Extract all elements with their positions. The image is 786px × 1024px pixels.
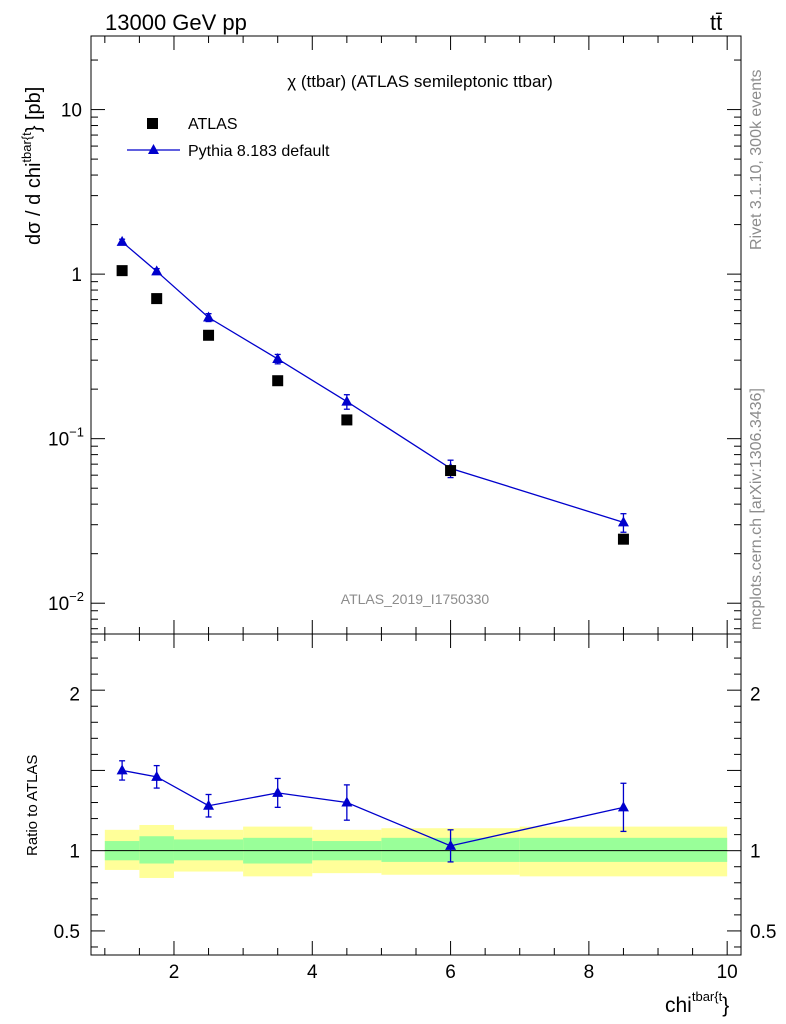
ratio-pythia-point (617, 801, 629, 812)
atlas-point (617, 533, 629, 545)
ratio-y-tick-label-left: 1 (69, 842, 80, 863)
pythia-point (116, 235, 128, 246)
ratio-pythia-point (116, 764, 128, 775)
y-tick-label: 10−1 (48, 425, 84, 451)
y-tick-label: 10 (61, 101, 82, 122)
atlas-point (151, 293, 163, 305)
ratio-y-tick-label-right: 0.5 (750, 922, 776, 943)
ratio-pythia-point (445, 839, 457, 850)
x-tick-label: 4 (307, 962, 318, 983)
pythia-point (203, 311, 215, 322)
plot-title: χ (ttbar) (ATLAS semileptonic ttbar) (287, 72, 553, 91)
ratio-band-inner-1 (139, 836, 174, 864)
pythia-series-line (121, 241, 624, 523)
x-tick-label: 10 (717, 962, 738, 983)
ratio-pythia-point (272, 786, 284, 797)
atlas-point (116, 265, 128, 277)
ratio-band-inner-6 (519, 837, 728, 862)
legend-pythia-label: Pythia 8.183 default (188, 143, 330, 160)
x-tick-label: 6 (445, 962, 456, 983)
ratio-y-tick-label-left: 0.5 (54, 922, 80, 943)
legend-atlas-marker (147, 118, 158, 129)
x-tick-label: 2 (169, 962, 180, 983)
ratio-band-inner-2 (173, 839, 244, 861)
atlas-point (272, 375, 284, 387)
ratio-panel: Ratio to ATLAS 2 4 6 8 10 2 2 1 1 0.5 0.5 (24, 633, 776, 983)
y-tick-label: 10−2 (48, 589, 84, 615)
mcplots-label: mcplots.cern.ch [arXiv:1306.3436] (748, 388, 765, 630)
pythia-point (272, 352, 284, 363)
legend-atlas-label: ATLAS (188, 116, 238, 133)
atlas-point (203, 329, 215, 341)
ratio-y-tick-label-left: 2 (69, 684, 80, 705)
pythia-point (617, 516, 629, 527)
main-y-axis-label: dσ / d chitbar{t} [pb] (19, 87, 45, 245)
rivet-version-label: Rivet 3.1.10, 300k events (748, 69, 765, 250)
ratio-pythia-point (203, 799, 215, 810)
atlas-point (341, 414, 353, 426)
process-label: tt̄ (710, 10, 722, 35)
pythia-point (341, 395, 353, 406)
ratio-pythia-point (151, 770, 163, 781)
main-panel: χ (ttbar) (ATLAS semileptonic ttbar) ATL… (19, 35, 742, 635)
ratio-pythia-point (341, 796, 353, 807)
ratio-y-axis-label: Ratio to ATLAS (24, 755, 41, 856)
x-axis-label: chitbar{t} (665, 989, 729, 1017)
legend-pythia-marker (148, 144, 159, 154)
legend: ATLAS Pythia 8.183 default (127, 116, 330, 160)
analysis-watermark: ATLAS_2019_I1750330 (341, 591, 490, 607)
ratio-y-tick-label-right: 1 (750, 842, 761, 863)
ratio-y-tick-label-right: 2 (750, 684, 761, 705)
pythia-point (151, 265, 163, 276)
energy-label: 13000 GeV pp (105, 10, 247, 35)
y-tick-label: 1 (71, 265, 82, 286)
x-tick-label: 8 (584, 962, 595, 983)
atlas-point (445, 465, 457, 477)
